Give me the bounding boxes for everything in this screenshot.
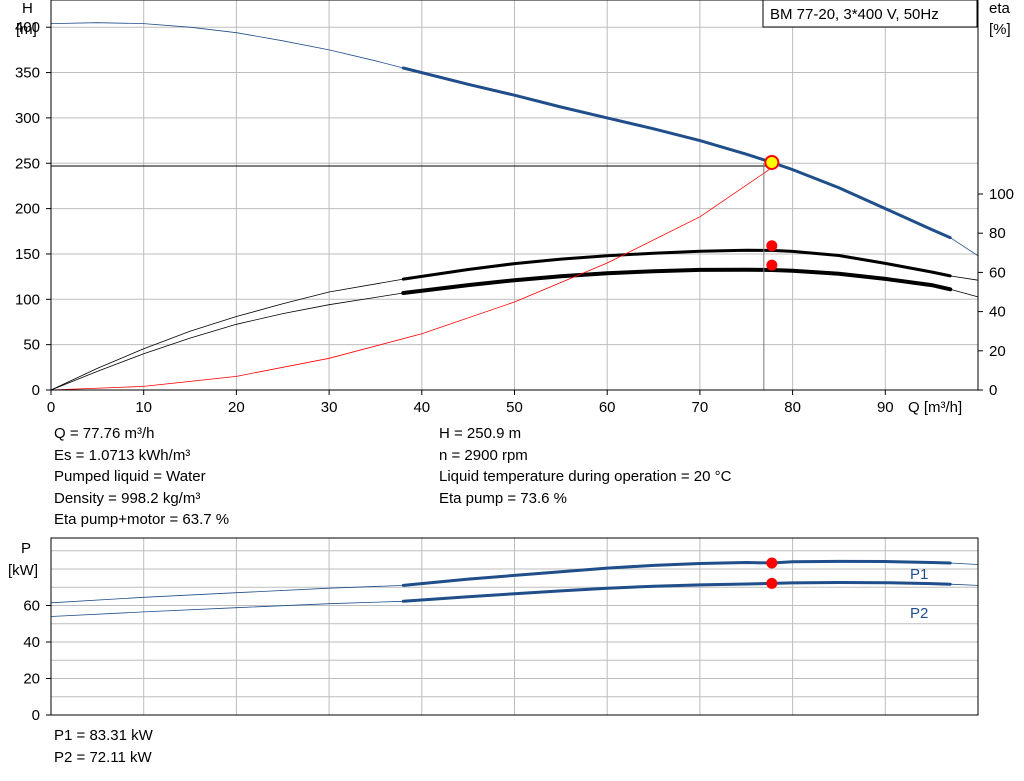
param-energy: Es = 1.0713 kWh/m³ xyxy=(54,446,191,464)
y-tick-label: 100 xyxy=(15,291,40,308)
p1-series-label: P1 xyxy=(910,566,928,583)
y-tick-label: 400 xyxy=(15,19,40,36)
param-density: Density = 998.2 kg/m³ xyxy=(54,489,201,507)
params-left: Q = 77.76 m³/h Es = 1.0713 kWh/m³ Pumped… xyxy=(54,425,229,529)
curve-P2-operating-range xyxy=(401,580,952,603)
param-head: H = 250.9 m xyxy=(439,425,522,442)
title-box xyxy=(762,0,978,28)
curve-eta_total-operating-range xyxy=(401,267,953,295)
duty-point xyxy=(764,154,780,170)
p2-series-label: P2 xyxy=(910,605,928,622)
p-tick-label: 40 xyxy=(23,634,40,651)
param-liquid: Pumped liquid = Water xyxy=(54,468,206,485)
y-axis-unit-eta: [%] xyxy=(989,21,1011,38)
x-tick-label: 50 xyxy=(506,399,523,416)
curve-P1-operating-range xyxy=(401,559,952,587)
x-tick-label: 90 xyxy=(877,399,894,416)
curve-system xyxy=(50,167,773,391)
y-axis-label-P: P xyxy=(21,540,31,557)
y-right-tick-label: 20 xyxy=(989,343,1006,360)
p-tick-label: 0 xyxy=(32,707,40,724)
power-values: P1 = 83.31 kW P2 = 72.11 kW xyxy=(54,727,153,767)
x-tick-label: 70 xyxy=(692,399,709,416)
p-tick-label: 60 xyxy=(23,598,40,615)
x-tick-label: 30 xyxy=(321,399,338,416)
y-tick-label: 50 xyxy=(23,337,40,354)
y-tick-label: 150 xyxy=(15,246,40,263)
y-tick-label: 200 xyxy=(15,201,40,218)
x-tick-label: 20 xyxy=(228,399,245,416)
param-speed: n = 2900 rpm xyxy=(439,446,528,464)
p1-point xyxy=(766,557,778,569)
power-chart-grid xyxy=(51,538,978,715)
top-chart-frame xyxy=(50,0,979,391)
params-right: H = 250.9 m n = 2900 rpm Liquid temperat… xyxy=(439,425,731,508)
y-right-tick-label: 0 xyxy=(989,382,997,399)
y-right-tick-label: 80 xyxy=(989,225,1006,242)
y-axis-label-eta: eta xyxy=(989,0,1011,17)
param-p2: P2 = 72.11 kW xyxy=(54,748,152,766)
y-tick-label: 300 xyxy=(15,110,40,127)
param-eta-pump: Eta pump = 73.6 % xyxy=(439,489,567,507)
y-axis-unit-P: [kW] xyxy=(8,562,38,579)
y-axis-label-H: H xyxy=(22,0,33,17)
param-flow: Q = 77.76 m³/h xyxy=(54,425,155,442)
y-right-tick-label: 100 xyxy=(989,186,1014,203)
y-right-tick-label: 40 xyxy=(989,304,1006,321)
curve-eta_pump-operating-range xyxy=(401,248,952,281)
x-tick-label: 0 xyxy=(47,399,55,416)
eta-pump-point xyxy=(766,240,778,252)
y-tick-label: 250 xyxy=(15,155,40,172)
param-p1: P1 = 83.31 kW xyxy=(54,727,153,744)
top-chart-grid xyxy=(51,0,978,390)
y-tick-label: 350 xyxy=(15,65,40,82)
series-layer: P1 P2 xyxy=(50,22,979,622)
ticks-layer: 0 10 20 30 40 50 60 70 80 90050100150200250300350… xyxy=(15,19,1014,724)
y-tick-label: 0 xyxy=(32,382,40,399)
y-right-tick-label: 60 xyxy=(989,264,1006,281)
x-tick-label: 60 xyxy=(599,399,616,416)
p2-point xyxy=(766,577,778,589)
y-axis-unit-H: [m] xyxy=(16,21,37,38)
curve-H-operating-range xyxy=(401,66,952,240)
eta-total-point xyxy=(766,259,778,271)
x-tick-label: 10 xyxy=(135,399,152,416)
chart-title: BM 77-20, 3*400 V, 50Hz xyxy=(770,6,939,23)
p-tick-label: 20 xyxy=(23,671,40,688)
x-tick-label: 80 xyxy=(784,399,801,416)
x-axis-label: Q [m³/h] xyxy=(908,399,962,416)
param-temperature: Liquid temperature during operation = 20… xyxy=(439,468,732,485)
x-tick-label: 40 xyxy=(413,399,430,416)
param-eta-total: Eta pump+motor = 63.7 % xyxy=(54,511,230,528)
power-chart-frame xyxy=(50,537,979,716)
